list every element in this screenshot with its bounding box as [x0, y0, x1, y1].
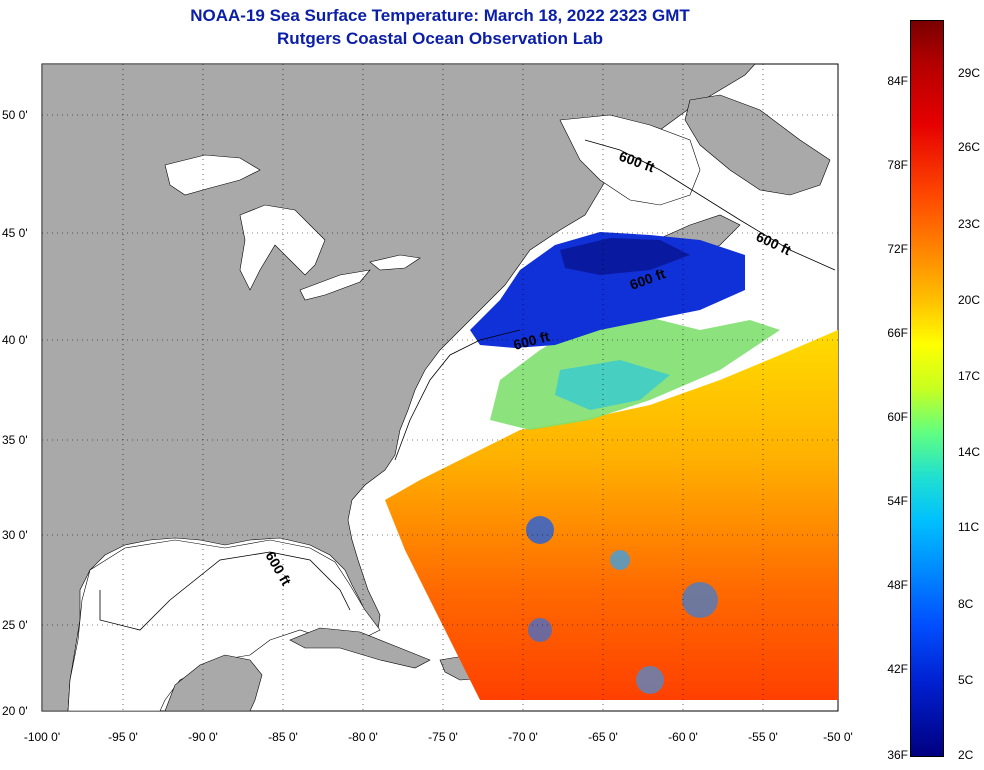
lon-label: -95 0'	[108, 730, 138, 744]
isobath-600ft	[99, 139, 836, 631]
sst-patch	[526, 516, 554, 544]
lon-label: -55 0'	[748, 730, 778, 744]
lon-label: -100 0'	[23, 730, 61, 744]
lat-label: 20 0'	[2, 704, 28, 718]
colorbar-c-label: 17C	[958, 369, 981, 383]
map-title: NOAA-19 Sea Surface Temperature: March 1…	[190, 6, 690, 25]
colorbar-f-label: 42F	[887, 662, 908, 676]
sst-patch	[636, 666, 664, 694]
colorbar-c-label: 14C	[958, 445, 981, 459]
sst-warm	[385, 330, 838, 700]
colorbar-c-label: 26C	[958, 140, 981, 154]
lake-superior	[164, 154, 261, 196]
gulf-of-mexico	[67, 539, 381, 712]
colorbar-f-label: 60F	[887, 410, 908, 424]
lon-label: -85 0'	[268, 730, 298, 744]
gulf-st-lawrence	[559, 114, 701, 206]
land-north-america	[41, 63, 756, 712]
colorbar-c-label: 23C	[958, 217, 981, 231]
lon-label: -80 0'	[348, 730, 378, 744]
colorbar-c-label: 11C	[958, 520, 980, 534]
colorbar-c-label: 20C	[958, 293, 981, 307]
sst-cold-dark	[560, 238, 690, 275]
land-yucatan	[164, 654, 263, 712]
lat-label: 35 0'	[2, 433, 28, 447]
lon-label: -70 0'	[508, 730, 538, 744]
temperature-colorbar	[910, 20, 944, 757]
lake-erie	[299, 269, 371, 301]
colorbar-f-label: 66F	[887, 326, 908, 340]
lake-ontario	[369, 254, 421, 271]
colorbar-f-label: 54F	[887, 494, 908, 508]
lake-michigan-huron	[239, 204, 326, 291]
lon-label: -50 0'	[823, 730, 853, 744]
colorbar-f-label: 48F	[887, 578, 908, 592]
lat-label: 30 0'	[2, 528, 28, 542]
colorbar-c-label: 5C	[958, 673, 974, 687]
land-cuba	[289, 627, 431, 669]
map-subtitle: Rutgers Coastal Ocean Observation Lab	[277, 29, 603, 48]
land-newfoundland	[684, 94, 831, 196]
lon-label: -75 0'	[428, 730, 458, 744]
colorbar-f-label: 36F	[887, 748, 908, 762]
sst-patch	[528, 618, 552, 642]
sst-patch	[682, 582, 718, 618]
sst-mid-cyan	[555, 360, 670, 410]
sst-cold	[470, 232, 745, 348]
colorbar-c-label: 29C	[958, 66, 981, 80]
lat-label: 45 0'	[2, 226, 28, 240]
lat-label: 40 0'	[2, 333, 28, 347]
lat-label: 50 0'	[2, 108, 28, 122]
lon-label: -65 0'	[588, 730, 618, 744]
lon-label: -90 0'	[188, 730, 218, 744]
colorbar-f-label: 72F	[887, 242, 908, 256]
sst-patch	[610, 550, 630, 570]
colorbar-c-label: 2C	[958, 748, 974, 762]
colorbar-f-label: 84F	[887, 74, 908, 88]
lon-label: -60 0'	[668, 730, 698, 744]
colorbar-f-label: 78F	[887, 158, 908, 172]
colorbar-c-label: 8C	[958, 597, 974, 611]
lat-label: 25 0'	[2, 618, 28, 632]
